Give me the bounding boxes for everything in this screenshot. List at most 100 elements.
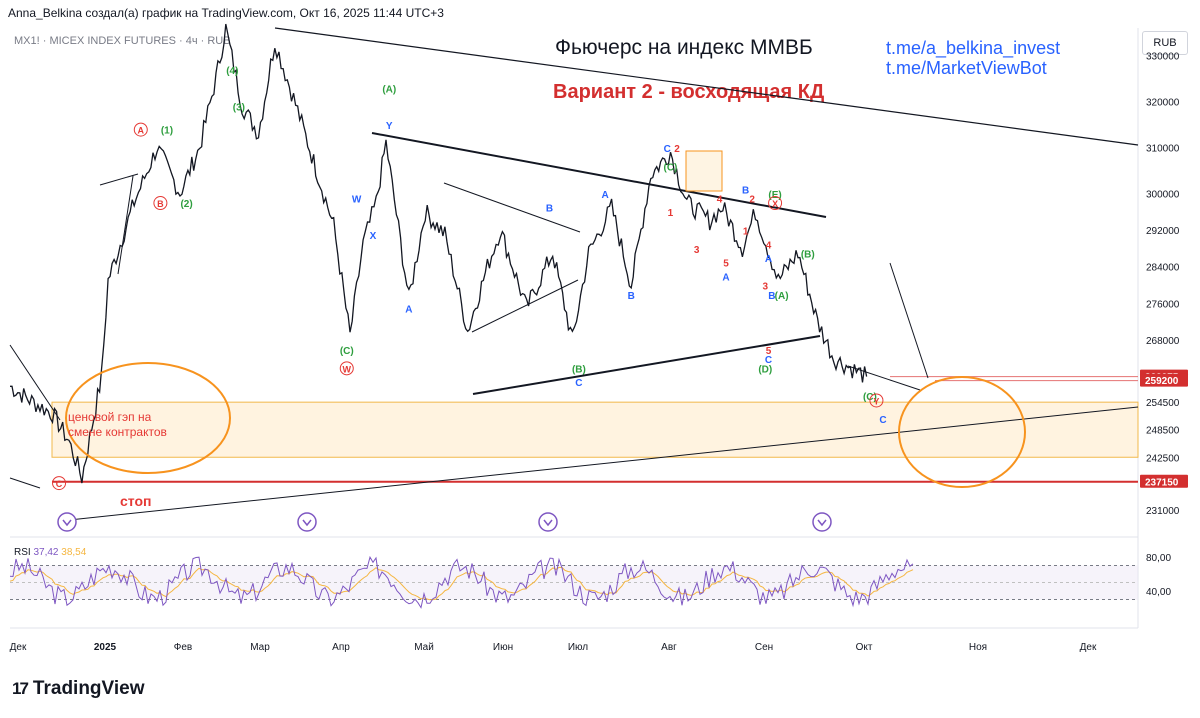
- wave-label: C: [664, 144, 671, 155]
- wave-label: 5: [766, 346, 772, 357]
- event-arrow-icon: [62, 519, 72, 527]
- rsi-band: [10, 565, 1138, 600]
- wave-label-circle: [869, 393, 884, 408]
- gap-label-line2: смене контрактов: [68, 425, 167, 439]
- wave-label-circle: [339, 361, 354, 376]
- wave-label: A: [722, 273, 729, 284]
- wave-label: 4: [766, 240, 772, 251]
- wave-label: A: [765, 254, 772, 265]
- trendline-left-fall: [9, 344, 61, 421]
- wave-label: B: [628, 291, 635, 302]
- wave-label: (3): [233, 103, 245, 114]
- rsi-label: RSI 37,42 38,54: [14, 547, 87, 558]
- wave-label: 3: [694, 245, 700, 256]
- telegram-link-2[interactable]: t.me/MarketViewBot: [886, 58, 1047, 78]
- wave-label: A: [601, 190, 608, 201]
- price-label: 260075: [1145, 372, 1179, 383]
- wave-label: 2: [674, 144, 680, 155]
- wave-label: (A): [382, 84, 396, 95]
- wave-label: B: [768, 291, 775, 302]
- x-tick-label: Апр: [332, 642, 350, 653]
- price-label-badge: [1140, 369, 1188, 383]
- x-tick-label: 2025: [94, 642, 117, 653]
- x-tick-label: Июл: [568, 642, 588, 653]
- trendline-inner-2: [471, 279, 579, 333]
- tradingview-logo[interactable]: 17 TradingView: [12, 678, 145, 700]
- gap-label-line1: ценовой гэп на: [68, 410, 152, 424]
- chart-title: Фьючерс на индекс ММВБ: [555, 36, 813, 59]
- event-arrow-icon: [817, 519, 827, 527]
- highlight-box: [685, 150, 723, 192]
- x-tick-label: Июн: [493, 642, 513, 653]
- wave-label: 5: [723, 259, 729, 270]
- wave-label: Y: [386, 121, 393, 132]
- wave-label: 4: [717, 194, 723, 205]
- wave-label: 2: [749, 194, 755, 205]
- symbol-info[interactable]: MX1! · MICEX INDEX FUTURES · 4ч · RUB: [14, 35, 231, 47]
- event-arrow-icon: [543, 519, 553, 527]
- event-icon: [57, 512, 77, 532]
- tradingview-mark-icon: 17: [12, 679, 29, 698]
- wave-label-circle: [133, 122, 148, 137]
- x-tick-label: Мар: [250, 642, 270, 653]
- x-tick-label: Май: [414, 642, 434, 653]
- wave-label: (A): [775, 291, 789, 302]
- wave-label: C: [879, 415, 886, 426]
- trendline-right-2: [847, 365, 921, 391]
- price-label: 259200: [1145, 376, 1179, 387]
- wave-label-circle: [153, 196, 168, 211]
- currency-button[interactable]: RUB: [1142, 31, 1188, 55]
- wave-label: (1): [161, 126, 173, 137]
- wave-label: B: [546, 204, 553, 215]
- trendline-triangle-bottom: [472, 335, 821, 395]
- x-tick-label: Ноя: [969, 642, 987, 653]
- y-tick-label: 242500: [1146, 453, 1180, 464]
- gap-ellipse: [65, 362, 231, 474]
- event-icon: [297, 512, 317, 532]
- event-arrow-icon: [302, 519, 312, 527]
- rsi-line: [9, 555, 914, 609]
- wave-label: (B): [801, 250, 815, 261]
- wave-label: B: [157, 199, 164, 209]
- wave-label: (E): [768, 190, 781, 201]
- wave-label: (D): [758, 364, 772, 375]
- y-tick-label: 276000: [1146, 299, 1180, 310]
- trendline-wave-1: [117, 175, 134, 275]
- target-ellipse: [898, 376, 1026, 488]
- y-tick-label: 284000: [1146, 263, 1180, 274]
- wave-label: W: [343, 364, 352, 374]
- wave-label: C: [765, 355, 772, 366]
- wave-label-circle: [52, 476, 67, 491]
- rsi-ma-value: 38,54: [61, 547, 86, 558]
- wave-label: A: [405, 305, 412, 316]
- wave-label: C: [575, 378, 582, 389]
- telegram-link-1[interactable]: t.me/a_belkina_invest: [886, 38, 1061, 58]
- wave-label: A: [138, 126, 145, 136]
- y-tick-label: 292000: [1146, 226, 1180, 237]
- trendline-inner-1: [443, 182, 581, 233]
- rsi-tick: 80,00: [1146, 553, 1171, 564]
- rsi-ma-line: [9, 566, 914, 601]
- rsi-value: 37,42: [33, 547, 61, 558]
- y-tick-label: 231000: [1146, 506, 1180, 517]
- price-label-badge: [1140, 373, 1188, 387]
- x-tick-label: Дек: [1080, 642, 1097, 653]
- y-tick-label: 300000: [1146, 189, 1180, 200]
- price-label: 237150: [1145, 477, 1179, 488]
- price-gap-zone: [51, 401, 1139, 458]
- y-tick-label: 268000: [1146, 336, 1180, 347]
- y-tick-label: 320000: [1146, 97, 1180, 108]
- chart-subtitle: Вариант 2 - восходящая КД: [553, 81, 825, 103]
- x-tick-label: Фев: [174, 642, 192, 653]
- trendline-right-1: [889, 262, 929, 379]
- wave-label: (B): [572, 364, 586, 375]
- wave-label: 1: [668, 208, 674, 219]
- wave-label: Y: [873, 396, 879, 406]
- trendline-left-low: [9, 477, 41, 489]
- event-icon: [538, 512, 558, 532]
- x-tick-label: Сен: [755, 642, 773, 653]
- x-tick-label: Авг: [661, 642, 677, 653]
- wave-label: 1: [743, 227, 749, 238]
- x-tick-label: Дек: [10, 642, 27, 653]
